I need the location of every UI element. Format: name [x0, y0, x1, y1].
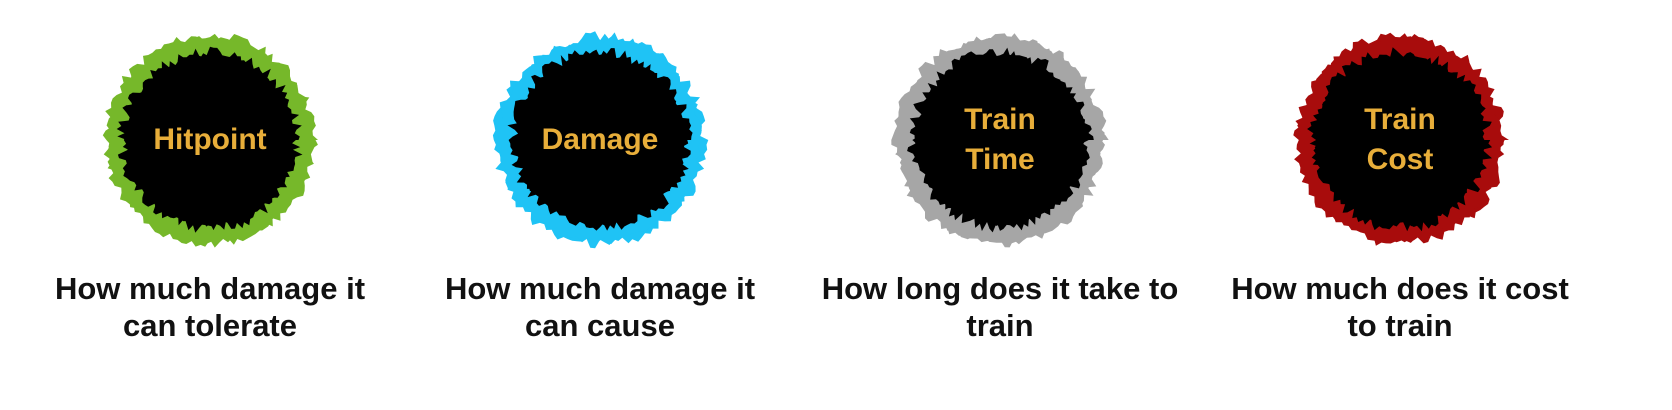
- circle-label-line: Damage: [541, 123, 659, 156]
- train-cost-ring-icon: [1293, 32, 1509, 246]
- train-cost-circle-label: Train Cost: [1290, 30, 1510, 250]
- description-line: How much damage it: [54, 271, 366, 306]
- damage-circle-label: Damage: [490, 30, 710, 250]
- description-line: How long does it take to: [821, 271, 1179, 306]
- circle-label-line: Train: [1364, 103, 1436, 136]
- train-time-description: How long does it take to train: [790, 270, 1210, 344]
- train-time-ring-icon: [891, 33, 1109, 248]
- stat-train-time: Train Time How long does it take to trai…: [790, 0, 1210, 410]
- train-time-circle: Train Time: [890, 30, 1110, 250]
- description-line: to train: [1347, 308, 1453, 343]
- description-line: train: [966, 308, 1034, 343]
- damage-ring-icon: [492, 31, 709, 249]
- circle-label-line: Train: [964, 103, 1036, 136]
- hitpoint-circle: Hitpoint: [100, 30, 320, 250]
- description-line: can tolerate: [122, 308, 297, 343]
- stat-damage: Damage How much damage it can cause: [390, 0, 810, 410]
- train-cost-description: How much does it cost to train: [1190, 270, 1610, 344]
- damage-circle: Damage: [490, 30, 710, 250]
- damage-description: How much damage it can cause: [390, 270, 810, 344]
- circle-label-line: Hitpoint: [153, 123, 267, 156]
- stat-hitpoint: Hitpoint How much damage it can tolerate: [0, 0, 420, 410]
- hitpoint-circle-label: Hitpoint: [100, 30, 320, 250]
- stat-train-cost: Train Cost How much does it cost to trai…: [1190, 0, 1610, 410]
- description-line: How much damage it: [444, 271, 756, 306]
- description-line: can cause: [525, 308, 675, 343]
- hitpoint-ring-icon: [102, 33, 318, 248]
- train-time-circle-label: Train Time: [890, 30, 1110, 250]
- circle-label-line: Cost: [1366, 143, 1434, 176]
- circle-label-line: Time: [965, 143, 1035, 176]
- train-cost-circle: Train Cost: [1290, 30, 1510, 250]
- description-line: How much does it cost: [1231, 271, 1569, 306]
- hitpoint-description: How much damage it can tolerate: [0, 270, 420, 344]
